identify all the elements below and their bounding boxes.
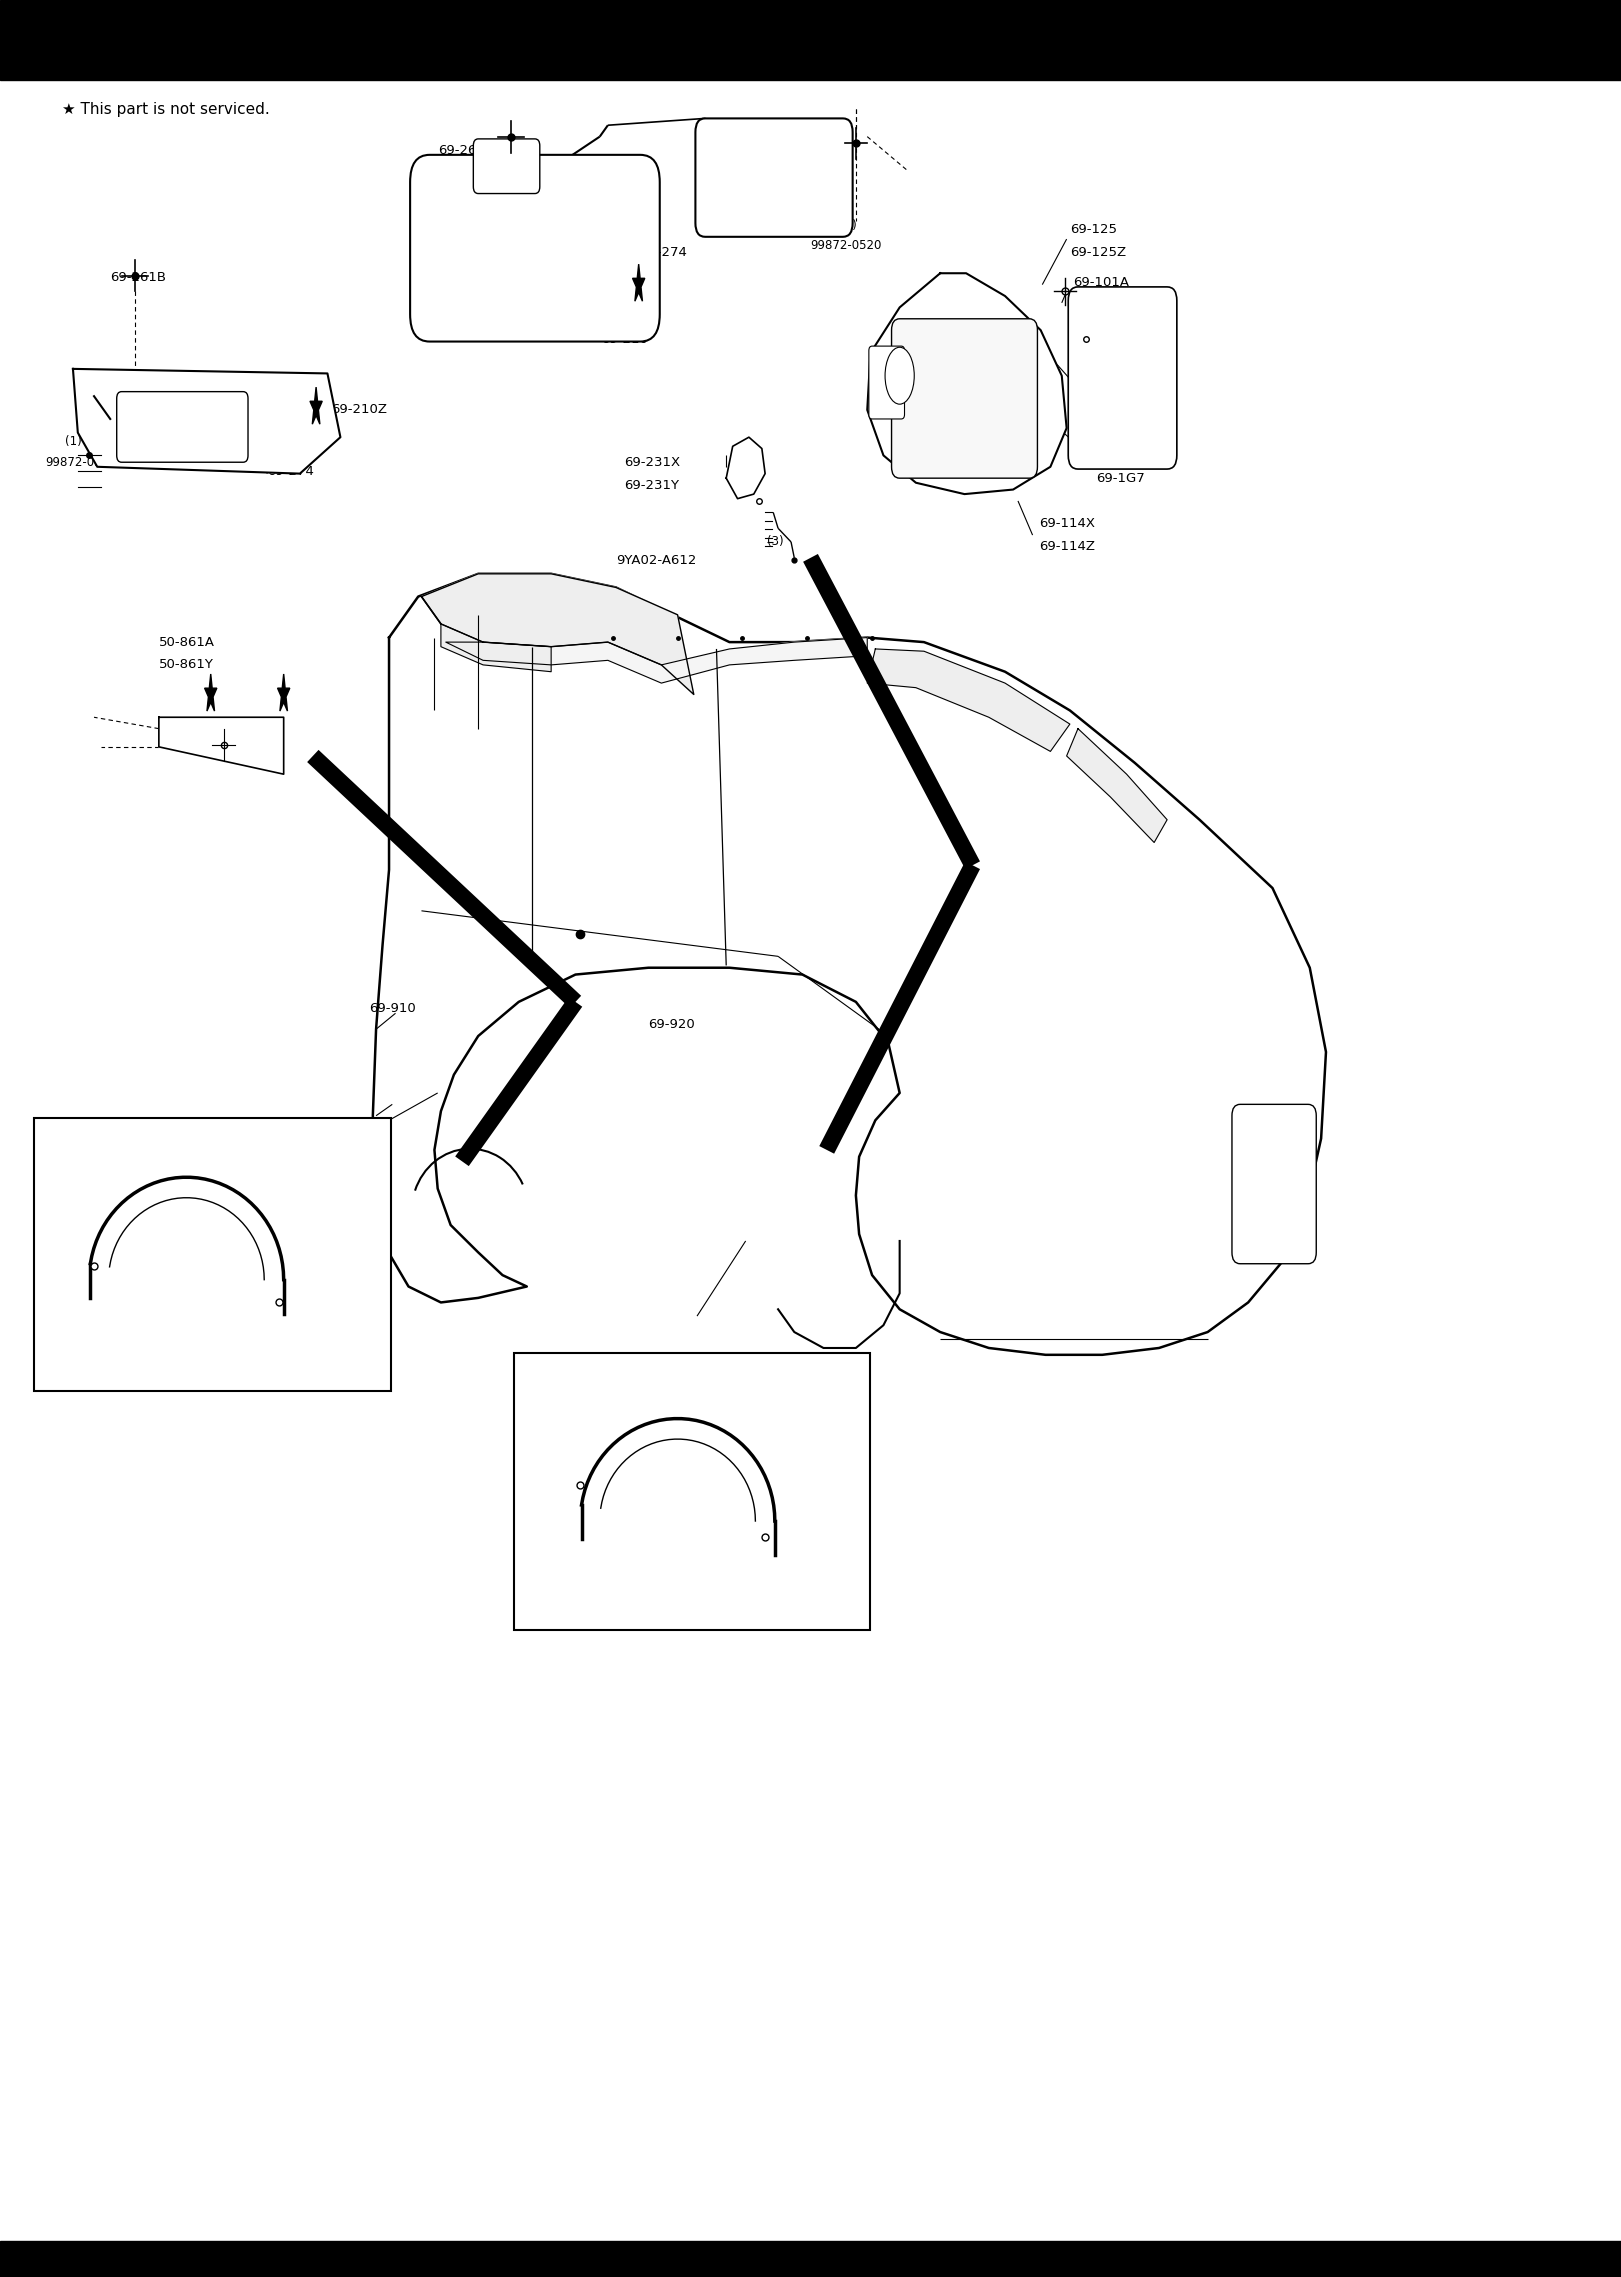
Text: 69-12ZY: 69-12ZY	[1096, 408, 1151, 421]
Text: 99872-0520: 99872-0520	[810, 239, 882, 253]
Text: 69-210Z: 69-210Z	[331, 403, 387, 417]
Text: 69-114Z: 69-114Z	[1039, 540, 1096, 553]
FancyBboxPatch shape	[117, 392, 248, 462]
Text: 69-922: 69-922	[159, 1161, 201, 1175]
Text: 69-231X: 69-231X	[624, 455, 681, 469]
Text: 69-170: 69-170	[449, 312, 496, 326]
Polygon shape	[310, 387, 323, 424]
Text: 69-261B: 69-261B	[110, 271, 167, 285]
Text: 69-274: 69-274	[267, 465, 314, 478]
Text: 69-1G7: 69-1G7	[1096, 471, 1144, 485]
Text: 51-120: 51-120	[1096, 321, 1143, 335]
FancyBboxPatch shape	[1232, 1104, 1316, 1264]
Polygon shape	[441, 624, 551, 672]
Text: 9YA02-A612: 9YA02-A612	[616, 553, 697, 567]
Bar	[0, 2241, 1621, 2277]
Text: 69-922: 69-922	[178, 1148, 220, 1161]
Text: 51-120Z: 51-120Z	[1096, 344, 1153, 357]
Text: (1): (1)	[65, 435, 81, 449]
Text: 69-922: 69-922	[138, 1353, 180, 1366]
Text: 69-225: 69-225	[441, 194, 488, 207]
Text: 69-274: 69-274	[640, 246, 687, 260]
Text: 69-922: 69-922	[603, 1569, 645, 1583]
Polygon shape	[373, 574, 1326, 1355]
Polygon shape	[1067, 729, 1167, 842]
Text: 68-AD2: 68-AD2	[65, 1266, 109, 1280]
Polygon shape	[58, 1214, 71, 1250]
Text: 69-1G1: 69-1G1	[1096, 449, 1144, 462]
Text: 69-922: 69-922	[640, 1368, 682, 1382]
Text: (1): (1)	[840, 219, 856, 232]
Text: 68-AD2: 68-AD2	[538, 1478, 582, 1491]
Text: 69-922: 69-922	[600, 1571, 642, 1585]
Polygon shape	[528, 1432, 541, 1469]
Text: 69-261B: 69-261B	[438, 143, 494, 157]
Polygon shape	[159, 717, 284, 774]
Text: 68-AD2: 68-AD2	[527, 1405, 571, 1419]
FancyBboxPatch shape	[869, 346, 905, 419]
Text: ★: ★	[631, 276, 647, 294]
Text: 69-12ZA: 69-12ZA	[1096, 385, 1153, 398]
Text: 68-AD2: 68-AD2	[68, 1182, 112, 1195]
Polygon shape	[867, 273, 1067, 494]
FancyBboxPatch shape	[892, 319, 1037, 478]
Text: 50-861A: 50-861A	[159, 635, 216, 649]
Text: 69-922: 69-922	[138, 1341, 180, 1355]
Text: 69-114X: 69-114X	[1039, 517, 1096, 531]
Text: 68-AD2: 68-AD2	[524, 1403, 567, 1416]
Text: 69-101A: 69-101A	[1073, 276, 1130, 289]
Text: 68-AD2: 68-AD2	[68, 1259, 112, 1273]
FancyBboxPatch shape	[34, 1118, 391, 1391]
Text: (3): (3)	[767, 535, 783, 549]
Text: 99872-0520: 99872-0520	[45, 455, 117, 469]
Ellipse shape	[885, 346, 914, 405]
Polygon shape	[867, 649, 1070, 751]
FancyBboxPatch shape	[1068, 287, 1177, 469]
Polygon shape	[277, 674, 290, 710]
Polygon shape	[73, 369, 340, 474]
Text: 68-AD2: 68-AD2	[543, 1480, 587, 1494]
FancyBboxPatch shape	[695, 118, 853, 237]
Text: 50-861Y: 50-861Y	[159, 658, 214, 672]
Text: 69-910: 69-910	[370, 1002, 417, 1016]
Polygon shape	[58, 1289, 71, 1325]
Text: 69-125: 69-125	[1070, 223, 1117, 237]
Text: 69-922: 69-922	[661, 1375, 704, 1389]
Text: ★ This part is not serviced.: ★ This part is not serviced.	[62, 102, 269, 118]
FancyBboxPatch shape	[410, 155, 660, 342]
Polygon shape	[558, 1441, 571, 1478]
Text: 68-AD2: 68-AD2	[65, 1193, 109, 1207]
Polygon shape	[558, 1510, 571, 1546]
Text: 69-231Y: 69-231Y	[624, 478, 679, 492]
Polygon shape	[632, 264, 645, 301]
Text: 69-210: 69-210	[601, 332, 648, 346]
FancyBboxPatch shape	[473, 139, 540, 194]
Bar	[0, 0, 1621, 80]
Polygon shape	[204, 674, 217, 710]
Text: 69-125Z: 69-125Z	[1070, 246, 1127, 260]
Polygon shape	[446, 638, 867, 683]
Text: 69-920: 69-920	[648, 1018, 695, 1031]
Polygon shape	[726, 437, 765, 499]
Polygon shape	[421, 574, 694, 694]
FancyBboxPatch shape	[514, 1353, 870, 1630]
Text: ★: ★	[308, 398, 324, 417]
Polygon shape	[75, 1225, 88, 1261]
